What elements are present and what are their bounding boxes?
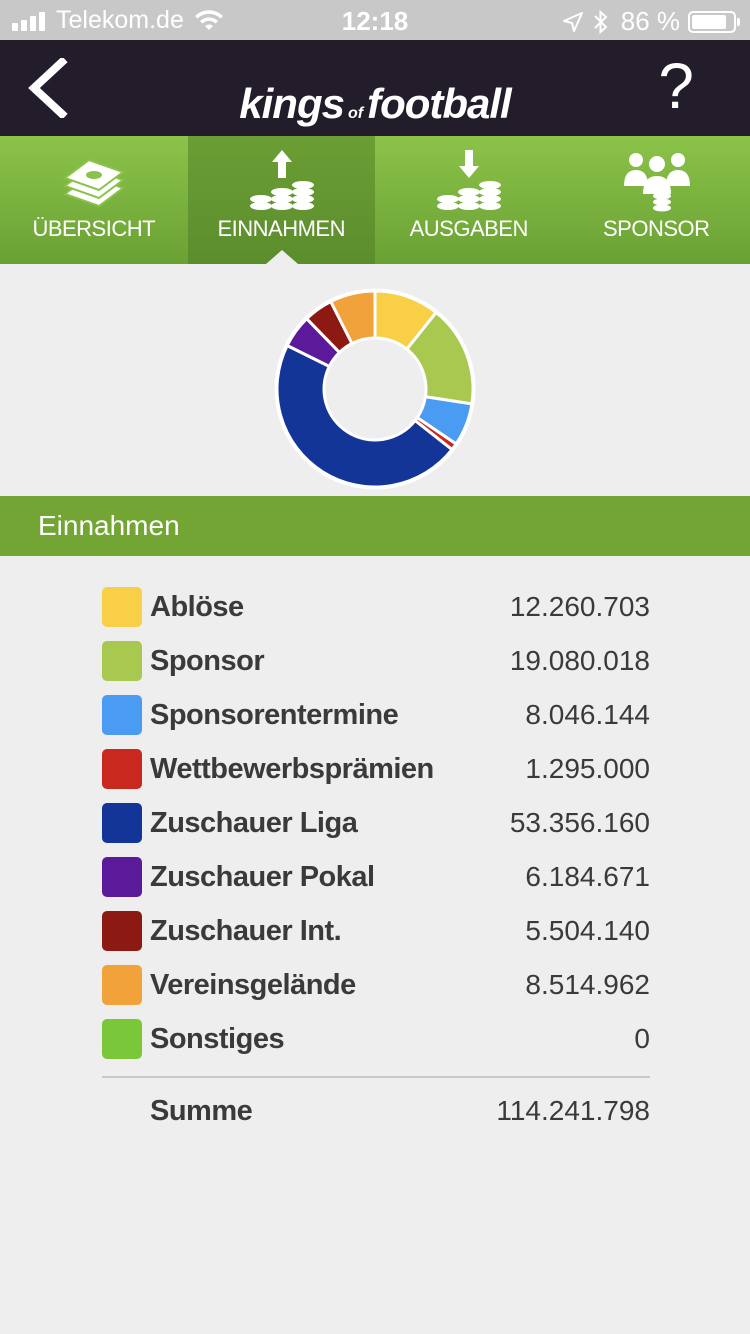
section-title: Einnahmen [0,496,750,556]
legend-row: Sponsor 19.080.018 [102,634,650,688]
app-header: kings offootball ? [0,40,750,136]
app-logo: kings offootball [239,80,511,127]
legend-swatch [102,1019,142,1059]
coins-down-icon [437,150,501,210]
legend-swatch [102,857,142,897]
legend-value: 53.356.160 [509,807,650,838]
money-stack-icon [62,158,126,208]
legend-value: 8.514.962 [525,969,650,1000]
legend-row: Zuschauer Liga 53.356.160 [102,796,650,850]
signal-strength-icon [12,11,48,31]
sponsor-group-icon [623,153,690,212]
battery-level [692,14,727,29]
donut-svg [274,288,476,490]
legend-label: Sponsor [150,644,265,677]
coins-up-icon [249,150,314,210]
wifi-icon [194,9,223,30]
legend-row: Wettbewerbsprämien 1.295.000 [102,742,650,796]
legend-label: Sponsorentermine [150,698,399,731]
battery-percent: 86 % [620,6,680,36]
legend-row: Zuschauer Pokal 6.184.671 [102,850,650,904]
legend-label: Sonstiges [150,1022,285,1055]
sum-label: Summe [150,1094,253,1127]
legend-value: 0 [634,1023,650,1054]
income-donut-chart [270,284,480,494]
sum-row: Summe 114.241.798 [102,1078,650,1144]
legend-row: Sponsorentermine 8.046.144 [102,688,650,742]
legend-swatch [102,587,142,627]
battery-icon [688,10,740,33]
tab-ausgaben[interactable]: AUSGABEN [375,136,563,264]
legend-label: Wettbewerbsprämien [150,752,434,785]
location-arrow-icon [562,11,583,32]
tab-sponsor[interactable]: SPONSOR [563,136,750,264]
sum-value: 114.241.798 [496,1095,650,1126]
legend-value: 6.184.671 [525,861,650,892]
legend-label: Vereinsgelände [150,968,356,1001]
bluetooth-icon [594,9,608,34]
legend-swatch [102,803,142,843]
legend-row: Zuschauer Int. 5.504.140 [102,904,650,958]
tab-uebersicht[interactable]: ÜBERSICHT [0,136,188,264]
legend-label: Zuschauer Pokal [150,860,375,893]
legend-swatch [102,911,142,951]
help-button[interactable]: ? [658,50,694,122]
legend-swatch [102,749,142,789]
income-legend: Ablöse 12.260.703 Sponsor 19.080.018 Sponsor… [102,580,650,1144]
legend-row: Ablöse 12.260.703 [102,580,650,634]
chevron-left-icon [28,56,68,120]
legend-value: 19.080.018 [509,645,650,676]
status-bar: Telekom.de 12:18 86 % [0,0,750,40]
legend-swatch [102,641,142,681]
back-button[interactable] [22,56,82,120]
legend-value: 1.295.000 [525,753,650,784]
legend-label: Zuschauer Int. [150,914,342,947]
legend-label: Zuschauer Liga [150,806,358,839]
carrier-name: Telekom.de [56,6,184,34]
legend-divider [102,1076,650,1078]
legend-swatch [102,695,142,735]
legend-swatch [102,965,142,1005]
status-time: 12:18 [341,6,409,36]
legend-value: 8.046.144 [525,699,650,730]
legend-row: Sonstiges 0 [102,1012,650,1066]
tab-einnahmen[interactable]: EINNAHMEN [187,136,375,264]
legend-label: Ablöse [150,590,244,623]
donut-outer-ring [274,288,476,490]
tab-bar: ÜBERSICHT EINNAHMEN AUSGABEN [0,136,750,264]
legend-row: Vereinsgelände 8.514.962 [102,958,650,1012]
legend-value: 12.260.703 [509,591,650,622]
legend-value: 5.504.140 [525,915,650,946]
